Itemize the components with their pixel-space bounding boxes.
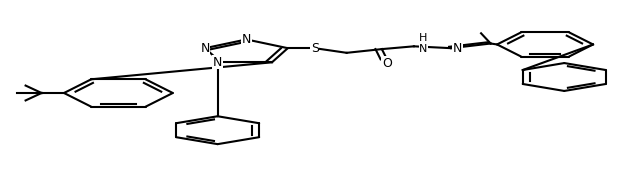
Text: H
N: H N	[419, 33, 428, 54]
Text: N: N	[452, 42, 462, 55]
Text: N: N	[242, 33, 251, 46]
Text: N: N	[213, 56, 222, 69]
Text: N: N	[200, 42, 210, 55]
Text: S: S	[310, 42, 319, 55]
Text: O: O	[382, 57, 392, 70]
